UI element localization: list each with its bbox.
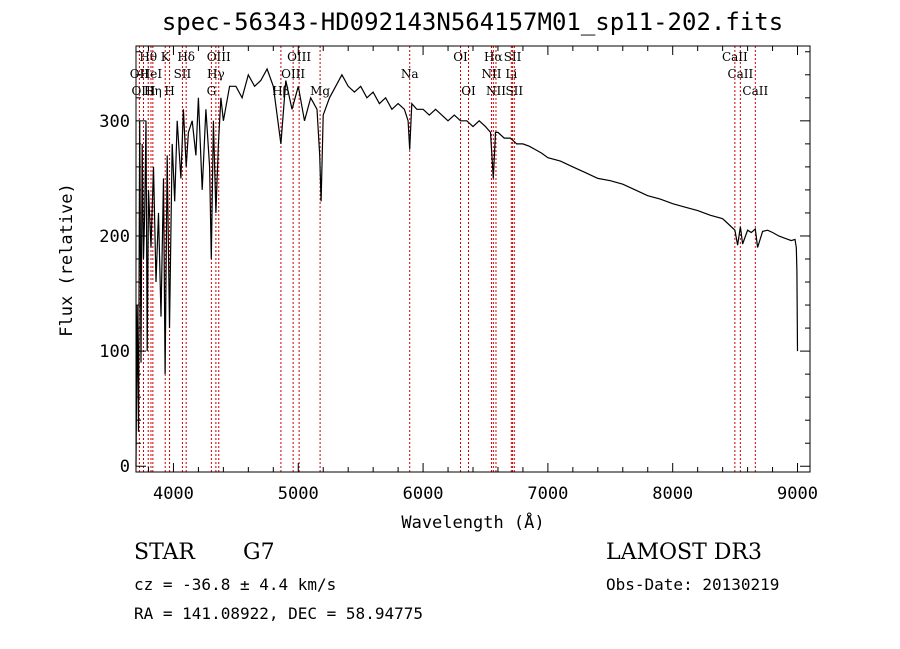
- line-label-0: Hθ: [139, 50, 157, 64]
- line-label-7: SII: [174, 67, 192, 81]
- x-tick-label-9000: 9000: [777, 484, 818, 504]
- line-label-6: H: [164, 84, 174, 98]
- line-label-21: NII: [486, 84, 506, 98]
- line-label-26: CaII: [727, 67, 753, 81]
- y-tick-label-0: 0: [120, 457, 130, 477]
- subclass-label: G7: [243, 540, 275, 565]
- line-label-11: G: [207, 84, 217, 98]
- plot-frame: [135, 45, 811, 473]
- line-markers: [138, 46, 756, 472]
- y-tick-label-100: 100: [99, 342, 130, 362]
- x-tick-label-4000: 4000: [153, 484, 194, 504]
- x-tick-label-5000: 5000: [278, 484, 319, 504]
- x-tick-label-8000: 8000: [652, 484, 693, 504]
- line-label-24: SII: [505, 84, 523, 98]
- axis-ticks: 4000 5000 6000 7000 8000 9000 0 100 200 300: [99, 46, 818, 504]
- line-label-9: OIII: [207, 50, 231, 64]
- line-label-8: Hδ: [177, 50, 195, 64]
- line-label-12: OIII: [287, 50, 311, 64]
- line-label-3: HeI: [140, 67, 163, 81]
- x-tick-label-7000: 7000: [527, 484, 568, 504]
- spectrum-series: [135, 67, 799, 467]
- line-label-22: SII: [504, 50, 522, 64]
- line-label-18: OI: [461, 84, 476, 98]
- line-label-17: OI: [453, 50, 468, 64]
- y-tick-label-300: 300: [99, 112, 130, 132]
- radec-value: RA = 141.08922, DEC = 58.94775: [134, 604, 423, 623]
- survey-label: LAMOST DR3: [606, 540, 762, 565]
- y-tick-label-200: 200: [99, 227, 130, 247]
- line-label-20: NII: [481, 67, 501, 81]
- line-label-27: CaII: [742, 84, 768, 98]
- line-label-14: Hβ: [272, 84, 289, 98]
- chart-title: spec-56343-HD092143N564157M01_sp11-202.f…: [161, 8, 784, 36]
- line-label-16: Na: [401, 67, 419, 81]
- line-label-23: Li: [505, 67, 517, 81]
- star-label: STAR: [134, 540, 195, 565]
- cz-value: cz = -36.8 ± 4.4 km/s: [134, 575, 337, 594]
- line-label-2: OIII: [131, 84, 155, 98]
- obs-date: Obs-Date: 20130219: [606, 575, 780, 594]
- y-axis-label: Flux (relative): [57, 183, 77, 337]
- line-label-19: Hα: [484, 50, 503, 64]
- line-label-15: Mg: [310, 84, 330, 98]
- line-label-13: OIII: [281, 67, 305, 81]
- line-label-1: OII: [130, 67, 150, 81]
- spectrum-line: [135, 67, 799, 467]
- line-label-5: K: [161, 50, 171, 64]
- x-axis-label: Wavelength (Å): [401, 511, 544, 533]
- line-label-25: CaII: [722, 50, 748, 64]
- x-tick-label-6000: 6000: [403, 484, 444, 504]
- line-label-10: Hγ: [207, 67, 225, 81]
- line-label-4: Hη: [144, 84, 162, 98]
